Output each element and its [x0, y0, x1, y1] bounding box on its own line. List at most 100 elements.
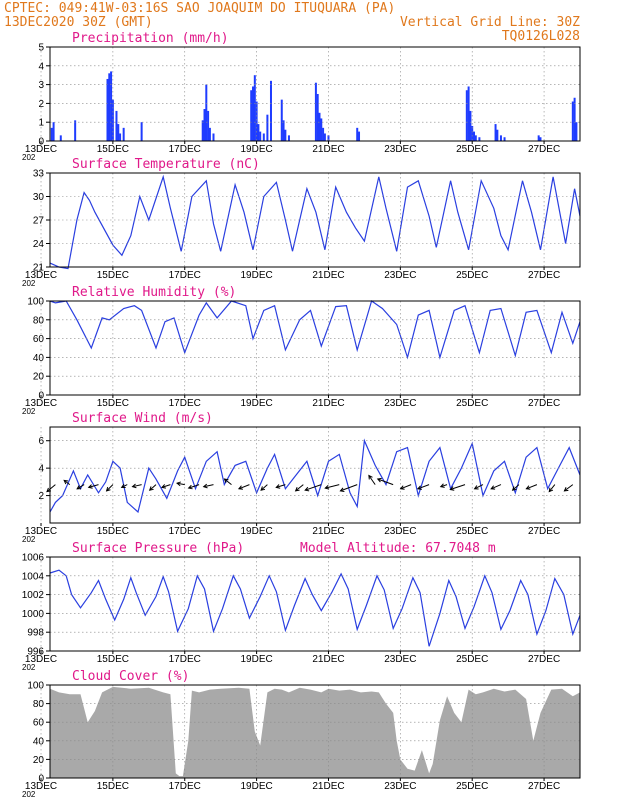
precip-bar: [122, 127, 125, 141]
x-tick-label: 17DEC: [169, 781, 201, 792]
y-tick-label: 1: [38, 118, 44, 129]
precip-bar: [259, 131, 262, 141]
wind-vector: [276, 484, 286, 488]
x-tick-label: 17DEC: [169, 144, 201, 155]
y-tick-label: 80: [33, 315, 45, 326]
wind-vector-head: [131, 483, 137, 489]
cloud-cover-panel: Cloud Cover (%) 02040608010013DEC15DEC17…: [22, 669, 581, 799]
precip-bar: [282, 120, 285, 141]
panel-frame: [49, 300, 581, 396]
header-model: TQ0126L028: [502, 29, 580, 44]
wind-vector: [224, 478, 232, 485]
precip-bar: [203, 109, 206, 141]
precip-bar: [284, 129, 287, 141]
wind-vector-head: [548, 487, 554, 493]
wind-panel: Surface Wind (m/s) 2 4 6 13DEC 15DEC 17DEC 19D…: [22, 411, 581, 544]
wind-vector-head: [304, 486, 310, 492]
precip-bar: [327, 135, 330, 141]
wind-vector: [46, 484, 56, 492]
precip-bar: [255, 101, 258, 141]
precip-bar: [50, 127, 53, 141]
precip-bar: [503, 137, 506, 141]
x-tick-label: 15DEC: [97, 526, 129, 537]
wind-vector-head: [339, 487, 345, 492]
y-tick-label: 4: [38, 61, 44, 72]
temperature-panel: Surface Temperature (nC) 21 24 27 30 33 13DEC…: [22, 157, 581, 288]
precip-bar: [473, 131, 475, 141]
x-tick-label: 15DEC: [97, 654, 129, 665]
x-tick-label: 17DEC: [169, 270, 201, 281]
y-tick-label: 60: [33, 334, 45, 345]
wind-vector: [121, 484, 128, 488]
pressure-title: Surface Pressure (hPa): [72, 541, 244, 556]
wind-vector: [188, 484, 200, 489]
precip-bar: [571, 101, 574, 141]
precip-bar: [269, 80, 272, 141]
precipitation-panel: Precipitation (mm/h) 01234513DEC15DEC17D…: [22, 31, 581, 162]
y-tick-label: 2: [38, 491, 44, 502]
wind-vector: [238, 484, 250, 490]
x-tick-label: 17DEC: [169, 654, 201, 665]
x-tick-label: 15DEC: [97, 144, 129, 155]
wind-vector: [305, 484, 322, 491]
x-tick-label: 27DEC: [528, 526, 560, 537]
x-tick-label: 25DEC: [456, 526, 488, 537]
precip-bar: [250, 90, 253, 141]
series-line-4: [49, 569, 581, 647]
x-tick-label: 15DEC: [97, 781, 129, 792]
x-tick-label: 21DEC: [312, 270, 344, 281]
wind-vector: [512, 484, 520, 491]
wind-vector-head: [563, 487, 569, 492]
wind-vector: [400, 484, 412, 490]
wind-vector: [63, 479, 71, 486]
cloud-cover-title: Cloud Cover (%): [72, 669, 189, 684]
y-tick-label: 27: [33, 216, 45, 227]
y-tick-label: 998: [27, 628, 44, 639]
precip-bar: [539, 137, 542, 141]
wind-vector-head: [63, 479, 69, 485]
x-tick-label: 19DEC: [240, 270, 272, 281]
model-altitude-label: Model Altitude: 67.7048 m: [300, 541, 496, 556]
series-line-3: [49, 438, 581, 514]
wind-vector: [176, 482, 185, 486]
precip-bar: [320, 118, 323, 141]
x-tick-label: 27DEC: [528, 654, 560, 665]
wind-vector: [526, 484, 538, 490]
y-tick-label: 100: [27, 297, 44, 308]
wind-vector-head: [275, 484, 281, 489]
wind-vector-head: [449, 486, 455, 491]
precip-bar: [465, 90, 468, 141]
x-year-label: 202: [22, 153, 36, 162]
x-tick-label: 21DEC: [312, 781, 344, 792]
x-tick-label: 25DEC: [456, 781, 488, 792]
x-tick-label: 15DEC: [97, 270, 129, 281]
y-tick-label: 1004: [22, 571, 45, 582]
wind-vector: [340, 484, 358, 492]
precip-bar: [287, 135, 290, 141]
x-year-label: 202: [22, 663, 36, 672]
wind-vector-head: [160, 484, 166, 489]
precip-bar: [262, 133, 265, 141]
y-tick-label: 1002: [22, 590, 45, 601]
series-line-2: [49, 300, 581, 360]
x-tick-label: 17DEC: [169, 398, 201, 409]
y-tick-label: 1000: [22, 609, 45, 620]
x-tick-label: 23DEC: [384, 526, 416, 537]
y-tick-label: 24: [33, 239, 45, 250]
x-year-label: 202: [22, 279, 36, 288]
precip-bar: [573, 97, 576, 141]
wind-vector-head: [202, 483, 208, 489]
wind-vector-head: [525, 485, 531, 490]
wind-vector-head: [105, 486, 111, 492]
precip-bar: [316, 94, 319, 141]
precip-bar: [471, 125, 474, 141]
x-tick-label: 23DEC: [384, 654, 416, 665]
humidity-title: Relative Humidity (%): [72, 285, 236, 300]
y-tick-label: 80: [33, 699, 45, 710]
y-tick-label: 3: [38, 80, 44, 91]
wind-title: Surface Wind (m/s): [72, 411, 213, 426]
wind-vector-head: [490, 485, 496, 490]
wind-vector: [149, 484, 157, 491]
precip-bar: [207, 110, 210, 141]
